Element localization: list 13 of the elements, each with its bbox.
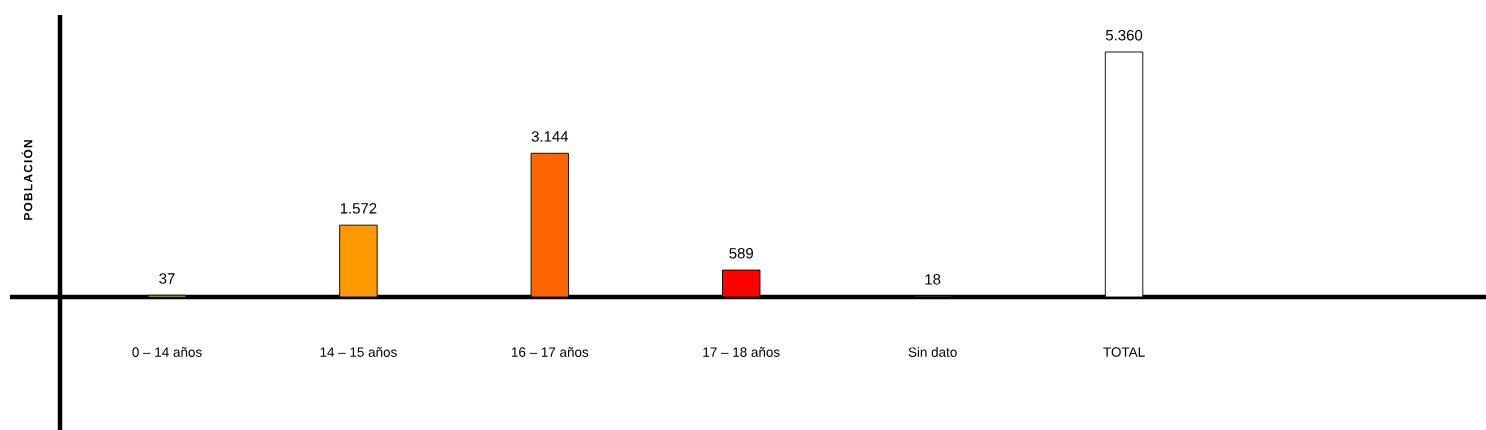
- y-axis-title: POBLACIÓN: [21, 140, 33, 220]
- data-label: 3.144: [531, 131, 569, 142]
- data-label: 18: [925, 274, 941, 285]
- x-tick-label: Sin dato: [908, 347, 957, 357]
- x-tick-label: TOTAL: [1103, 347, 1145, 357]
- data-label: 5.360: [1105, 29, 1143, 41]
- x-tick-label: 14 – 15 años: [320, 347, 397, 357]
- x-tick-label: 16 – 17 años: [511, 347, 589, 357]
- data-label: 37: [159, 273, 175, 284]
- data-label: 1.572: [340, 203, 377, 214]
- data-label: 589: [729, 247, 753, 259]
- x-tick-label: 0 – 14 años: [132, 347, 202, 357]
- x-tick-label: 17 – 18 años: [703, 347, 780, 357]
